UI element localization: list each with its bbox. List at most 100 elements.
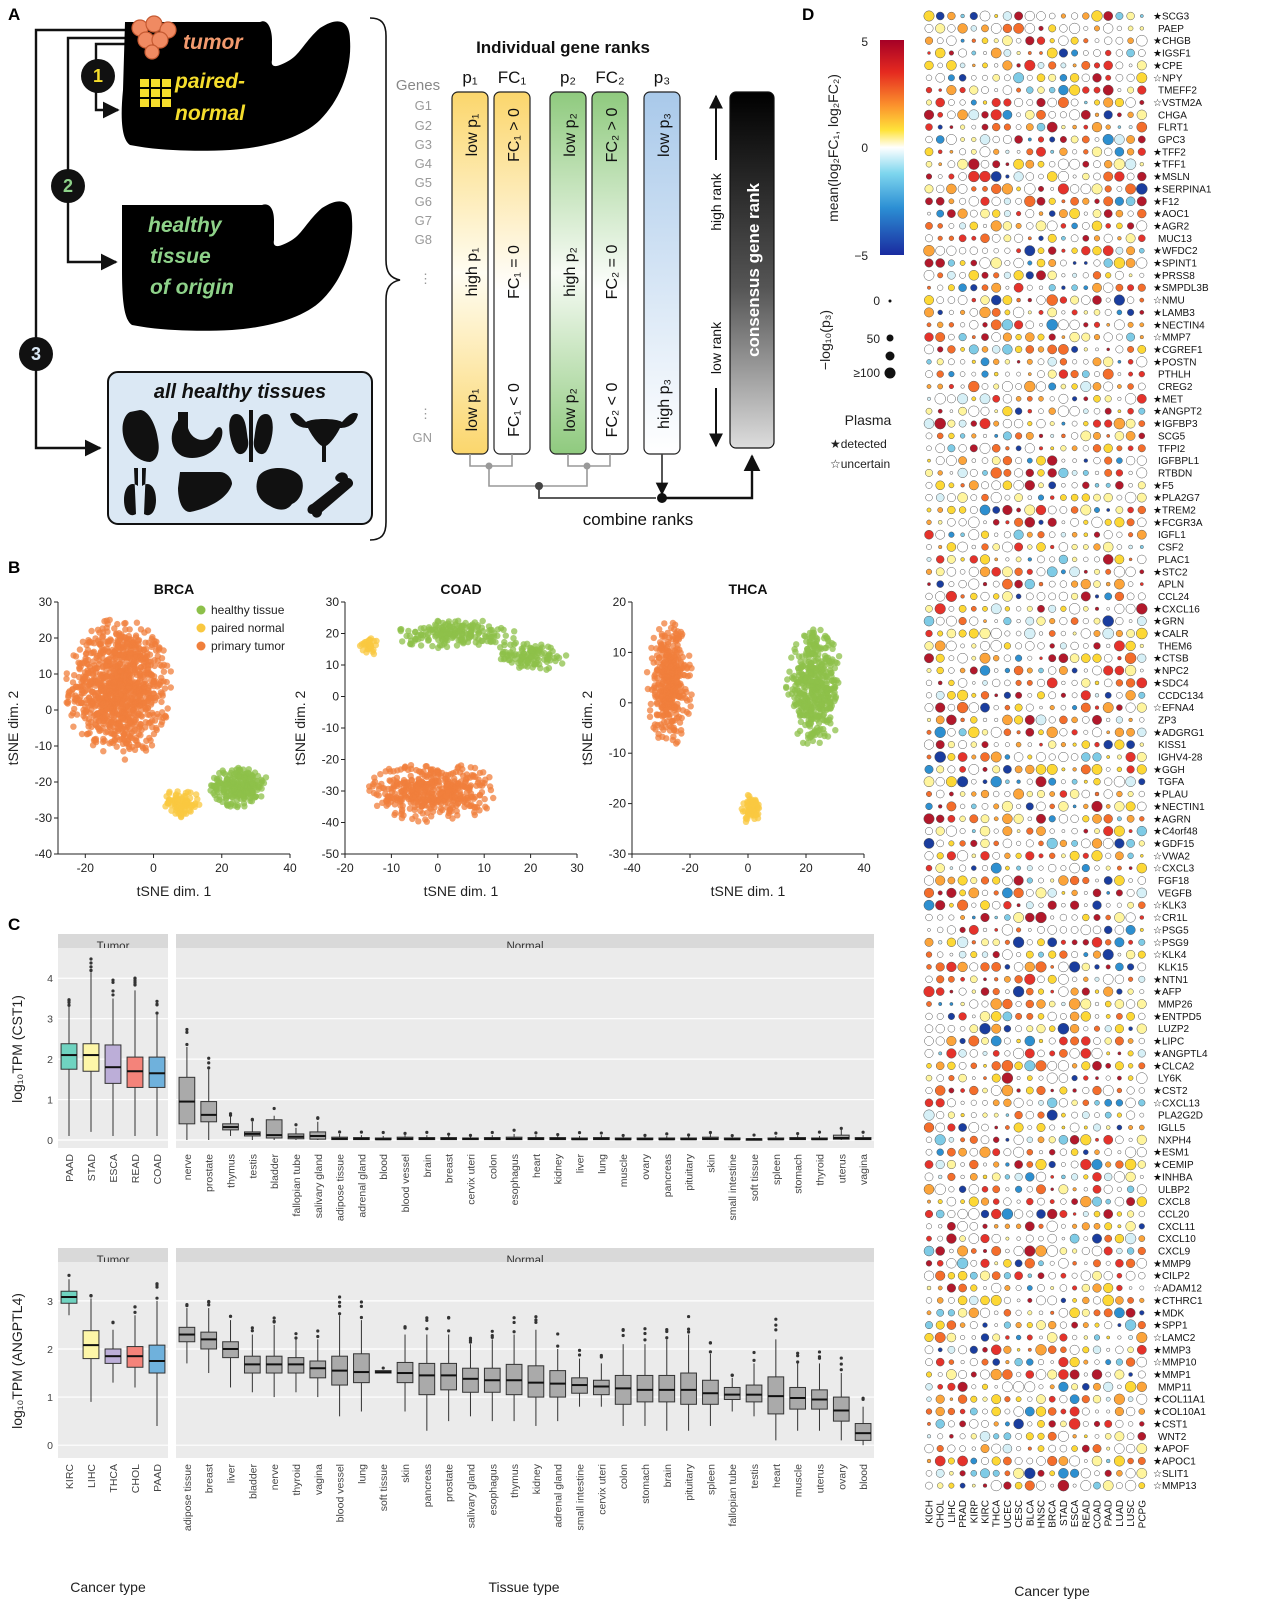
colorbar xyxy=(880,40,904,255)
tsne-point xyxy=(113,743,120,750)
dot-cell xyxy=(1058,344,1069,355)
tsne-point xyxy=(499,650,506,658)
colorbar-tick-min: −5 xyxy=(854,249,868,263)
box-outlier xyxy=(774,1131,778,1135)
box-outlier xyxy=(294,1332,298,1336)
dot-cell xyxy=(1128,483,1133,488)
tsne-point xyxy=(664,629,671,637)
tsne-point xyxy=(434,772,442,779)
box-body xyxy=(527,1365,545,1398)
dot-cell xyxy=(1015,222,1022,229)
dot-cell xyxy=(1128,125,1133,130)
dot-cell xyxy=(1126,629,1135,638)
dot-cell xyxy=(1094,556,1100,563)
dot-cell xyxy=(1127,321,1134,328)
dot-cell xyxy=(1091,220,1103,232)
dot-cell xyxy=(1094,38,1100,44)
step-number-2: 2 xyxy=(63,176,73,196)
box-outlier xyxy=(534,1131,538,1135)
dot-cell xyxy=(993,655,1000,662)
dot-cell xyxy=(1126,135,1135,144)
dot-cell xyxy=(1095,347,1099,352)
dot-cell xyxy=(1027,408,1033,414)
tsne-point xyxy=(431,804,438,811)
dot-cell xyxy=(979,170,991,183)
dot-cell xyxy=(947,24,956,33)
dot-cell xyxy=(1071,247,1078,254)
dot-cell xyxy=(1036,592,1046,601)
dot-cell xyxy=(1024,480,1035,491)
dot-cell xyxy=(1093,431,1101,440)
dot-cell xyxy=(1117,396,1122,401)
dot-cell xyxy=(991,294,1002,306)
dot-cell xyxy=(1002,109,1013,120)
box-uterus: uterus xyxy=(832,1126,850,1183)
tsne-point xyxy=(821,652,829,660)
tsne-point xyxy=(427,795,435,802)
box-outlier xyxy=(447,1315,451,1320)
dot-cell xyxy=(994,88,999,93)
dot-cell xyxy=(1016,149,1021,154)
dot-cell xyxy=(960,643,965,649)
dot-cell xyxy=(1061,310,1066,315)
dot-cell xyxy=(946,85,957,96)
dot-cell xyxy=(1103,110,1113,120)
dot-cell xyxy=(1102,245,1114,257)
gene-row-label: GN xyxy=(413,430,433,445)
dot-cell xyxy=(981,37,989,44)
tsne-point xyxy=(260,779,268,787)
dot-cell xyxy=(1048,580,1056,588)
dot-cell xyxy=(958,74,967,82)
dot-cell xyxy=(1013,72,1025,84)
dot-cell xyxy=(948,432,955,440)
tsne-ytick-label: -10 xyxy=(322,721,340,735)
tsne-point xyxy=(415,818,422,825)
dot-cell xyxy=(1071,49,1079,57)
curly-brace xyxy=(369,17,401,541)
dot-cell xyxy=(1004,74,1011,82)
dot-cell xyxy=(1069,653,1080,663)
box-ytick-label: 1 xyxy=(47,1095,53,1107)
dot-cell xyxy=(969,555,978,564)
rank-column-bottom-p2: low p₂ xyxy=(562,388,579,432)
dot-cell xyxy=(1082,197,1090,205)
to-consensus-arrow xyxy=(662,454,761,500)
tsne-point xyxy=(553,653,561,660)
dot-cell xyxy=(958,456,967,465)
dot-cell xyxy=(1082,643,1089,649)
dot-cell xyxy=(1003,123,1011,131)
dot-cell xyxy=(1139,14,1144,18)
dot-cell xyxy=(1003,271,1011,279)
rank-column-top-p3: low p₃ xyxy=(656,113,673,157)
tsne-point xyxy=(490,794,497,802)
dot-cell xyxy=(925,568,933,575)
tsne-point xyxy=(804,704,811,711)
tsne-point xyxy=(397,792,405,800)
box-testis: testis xyxy=(243,1117,261,1179)
dot-cell xyxy=(1069,566,1080,578)
tsne-point xyxy=(385,785,392,793)
dot-cell xyxy=(1126,48,1135,58)
dot-cell xyxy=(1126,246,1136,256)
tsne-point xyxy=(103,704,110,711)
dot-cell xyxy=(959,222,967,230)
box-outlier xyxy=(708,1341,713,1345)
box-body xyxy=(614,1374,632,1405)
paired-normal-label-1: paired- xyxy=(174,70,245,93)
dot-cell xyxy=(936,209,945,218)
dot-cell xyxy=(1070,617,1079,625)
dot-cell xyxy=(927,211,931,216)
dot-cell xyxy=(960,384,965,389)
tsne-point xyxy=(476,791,484,799)
tsne-point xyxy=(508,659,515,666)
dot-cell xyxy=(1025,36,1035,46)
dot-cell xyxy=(937,346,944,353)
dot-cell xyxy=(1061,483,1066,488)
tsne-point xyxy=(73,683,80,690)
dot-cell xyxy=(1016,50,1021,56)
dot-cell xyxy=(981,284,989,292)
dot-cell xyxy=(1002,431,1012,441)
dot-cell xyxy=(1039,656,1043,660)
dot-cell xyxy=(958,617,967,626)
